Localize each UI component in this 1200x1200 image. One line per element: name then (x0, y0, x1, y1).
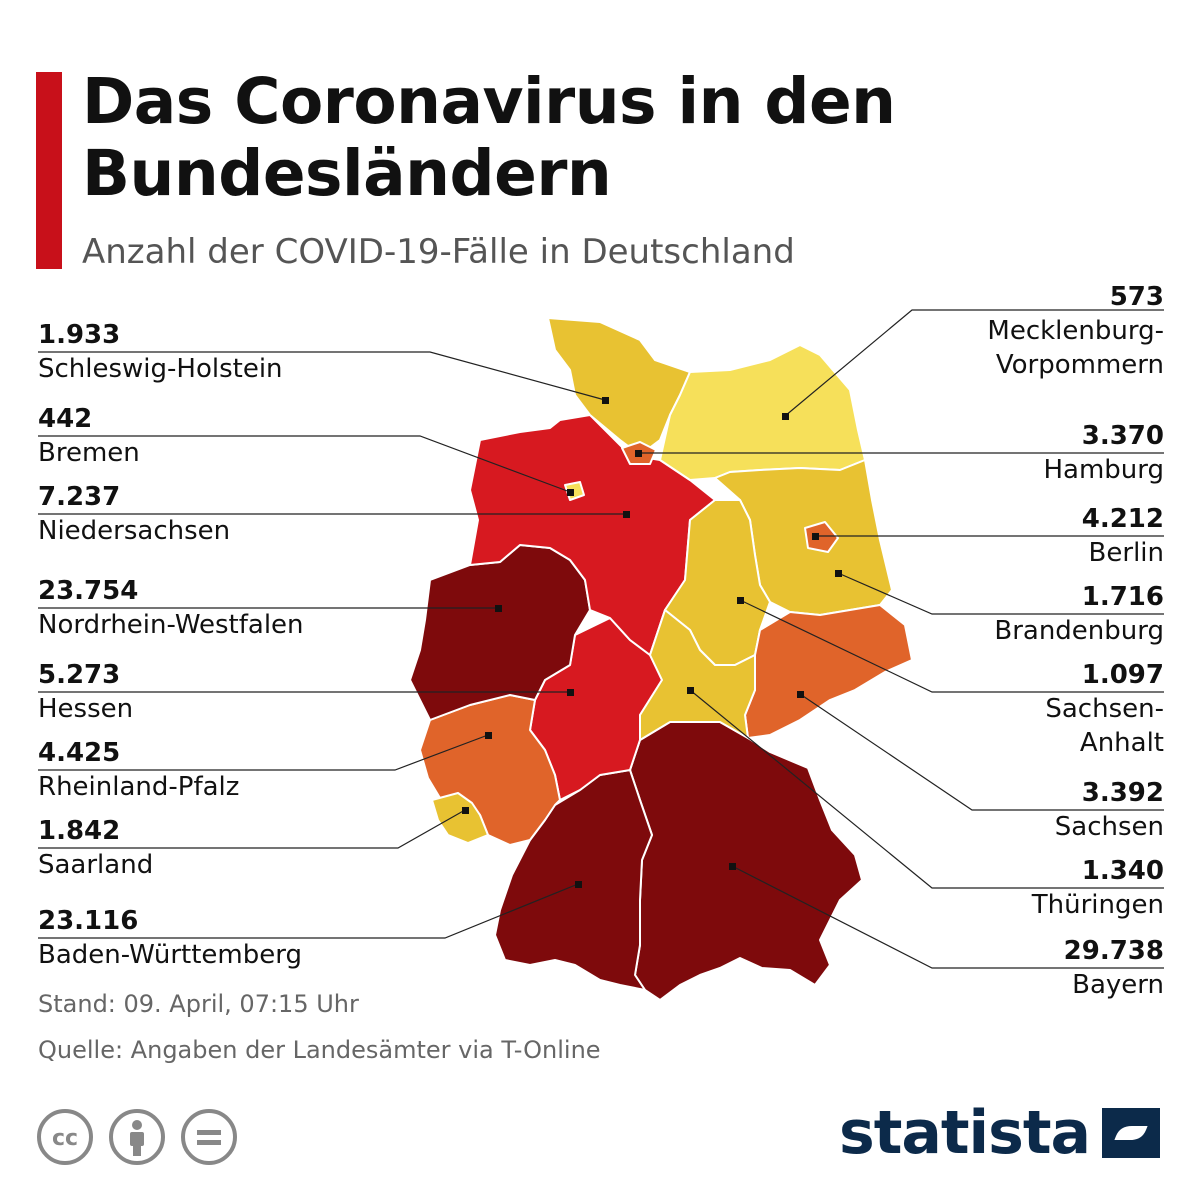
leader-line (799, 693, 1164, 811)
leader-line (38, 883, 579, 939)
region-name-line1: Sachsen- (1045, 694, 1164, 724)
region-value: 5.273 (38, 660, 121, 690)
leader-line (689, 689, 1164, 889)
region-name: Berlin (1088, 538, 1164, 568)
region-name: Rheinland-Pfalz (38, 772, 240, 802)
region-schleswig-holstein[interactable] (547, 317, 691, 456)
page-subtitle: Anzahl der COVID-19-Fälle in Deutschland (82, 232, 795, 272)
leader-dot (737, 597, 744, 604)
leader-line (38, 435, 571, 493)
leader-line (38, 351, 606, 401)
label-thueringen: 1.340 Thüringen (1032, 854, 1164, 922)
leader-line (731, 865, 1164, 969)
region-name: Baden-Württemberg (38, 940, 302, 970)
label-niedersachsen: 7.237 Niedersachsen (38, 480, 230, 548)
leader-dot (835, 570, 842, 577)
leader-dot (575, 881, 582, 888)
label-sachsen-anhalt: 1.097 Sachsen- Anhalt (1045, 658, 1164, 760)
region-name: Saarland (38, 850, 154, 880)
region-name-line2: Anhalt (1079, 728, 1164, 758)
label-nordrhein-westfalen: 23.754 Nordrhein-Westfalen (38, 574, 304, 642)
region-saarland[interactable] (431, 792, 489, 844)
leader-dot (567, 689, 574, 696)
region-value: 1.340 (1081, 856, 1164, 886)
label-brandenburg: 1.716 Brandenburg (994, 580, 1164, 648)
label-schleswig-holstein: 1.933 Schleswig-Holstein (38, 318, 283, 386)
leader-dot (602, 397, 609, 404)
region-value: 1.933 (38, 320, 121, 350)
region-value: 3.370 (1081, 421, 1164, 451)
leader-dot (623, 511, 630, 518)
region-mecklenburg-vorpommern[interactable] (659, 344, 866, 481)
label-baden-wuerttemberg: 23.116 Baden-Württemberg (38, 904, 302, 972)
leader-dot (485, 732, 492, 739)
region-value: 29.738 (1063, 936, 1164, 966)
region-value: 4.212 (1081, 504, 1164, 534)
region-value: 442 (38, 404, 93, 434)
region-berlin[interactable] (804, 521, 839, 553)
region-name-line2: Vorpommern (995, 350, 1164, 380)
leader-dot (797, 691, 804, 698)
statista-logo-icon (1102, 1108, 1160, 1158)
region-value: 4.425 (38, 738, 121, 768)
leader-dot (495, 605, 502, 612)
region-baden-wuerttemberg[interactable] (494, 769, 653, 991)
label-hamburg: 3.370 Hamburg (1043, 419, 1164, 487)
region-name: Bayern (1072, 970, 1164, 1000)
region-value: 1.716 (1081, 582, 1164, 612)
region-name: Nordrhein-Westfalen (38, 610, 304, 640)
leader-dot (635, 450, 642, 457)
leader-dot (782, 413, 789, 420)
region-sachsen[interactable] (744, 604, 913, 739)
region-name: Brandenburg (994, 616, 1164, 646)
leader-line (739, 599, 1164, 693)
svg-text:cc: cc (52, 1126, 78, 1151)
region-value: 23.116 (38, 906, 139, 936)
accent-bar (36, 72, 62, 269)
region-name: Hamburg (1043, 455, 1164, 485)
label-hessen: 5.273 Hessen (38, 658, 133, 726)
region-bayern[interactable] (629, 721, 863, 1001)
region-thueringen[interactable] (639, 609, 756, 741)
region-name: Bremen (38, 438, 140, 468)
leader-dot (687, 687, 694, 694)
statista-brand[interactable]: statista (839, 1098, 1160, 1168)
page-title: Das Coronavirus in den Bundesländern (82, 65, 896, 211)
region-value: 1.097 (1081, 660, 1164, 690)
region-value: 3.392 (1081, 778, 1164, 808)
label-mecklenburg-vorpommern: 573 Mecklenburg- Vorpommern (987, 280, 1164, 382)
leader-line (837, 572, 1164, 615)
no-derivatives-icon[interactable] (180, 1108, 238, 1166)
date-note: Stand: 09. April, 07:15 Uhr (38, 990, 359, 1018)
attribution-icon[interactable] (108, 1108, 166, 1166)
brand-wordmark: statista (838, 1098, 1091, 1168)
label-sachsen: 3.392 Sachsen (1055, 776, 1164, 844)
region-value: 1.842 (38, 816, 121, 846)
region-name: Hessen (38, 694, 134, 724)
region-name: Thüringen (1031, 890, 1164, 920)
region-value: 573 (1109, 282, 1164, 312)
leader-dot (462, 807, 469, 814)
region-name: Sachsen (1054, 812, 1164, 842)
leader-dot (812, 533, 819, 540)
leader-line (38, 809, 466, 849)
leader-line (784, 309, 1164, 417)
region-value: 23.754 (38, 576, 139, 606)
leader-dot (729, 863, 736, 870)
label-rheinland-pfalz: 4.425 Rheinland-Pfalz (38, 736, 239, 804)
source-note: Quelle: Angaben der Landesämter via T-On… (38, 1036, 601, 1064)
region-name: Niedersachsen (38, 516, 231, 546)
region-value: 7.237 (38, 482, 121, 512)
leader-dot (567, 489, 574, 496)
cc-icon[interactable]: cc (36, 1108, 94, 1166)
leader-line (38, 734, 489, 771)
region-name: Schleswig-Holstein (38, 354, 283, 384)
label-bremen: 442 Bremen (38, 402, 140, 470)
region-name-line1: Mecklenburg- (987, 316, 1164, 346)
label-saarland: 1.842 Saarland (38, 814, 153, 882)
label-bayern: 29.738 Bayern (1064, 934, 1164, 1002)
label-berlin: 4.212 Berlin (1082, 502, 1164, 570)
